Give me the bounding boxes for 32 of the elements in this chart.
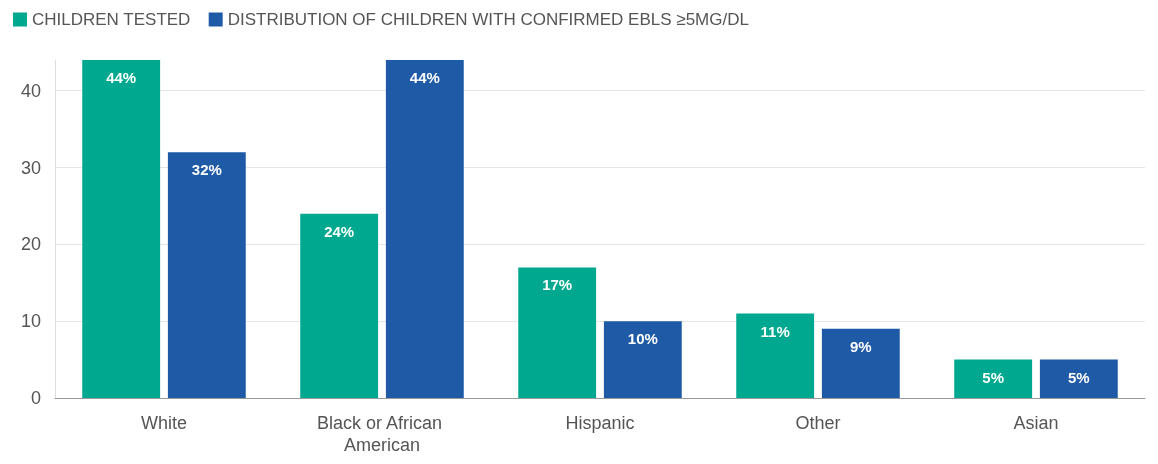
- x-tick-label: Other: [795, 413, 841, 433]
- data-label: 24%: [324, 222, 355, 240]
- x-tick-label: Hispanic: [565, 413, 635, 433]
- legend-label: DISTRIBUTION OF CHILDREN WITH CONFIRMED EBLS ≥5MG/DL: [227, 10, 749, 29]
- data-label: 10%: [627, 330, 658, 348]
- bar: [167, 152, 246, 398]
- bar: [385, 60, 464, 398]
- y-tick-label: 0: [30, 388, 41, 408]
- bar: [821, 328, 900, 398]
- bar: [736, 313, 815, 398]
- y-tick-label: 10: [20, 311, 41, 332]
- data-label: 17%: [542, 276, 573, 294]
- x-tick-label: Black or African American: [316, 413, 448, 455]
- bar: [82, 60, 161, 398]
- bar: [1039, 359, 1118, 398]
- bar: [954, 359, 1033, 398]
- data-label: 5%: [1067, 368, 1090, 386]
- y-tick-label: 20: [20, 234, 41, 255]
- bar: [300, 213, 379, 398]
- bar: [518, 267, 597, 398]
- y-tick-label: 30: [20, 157, 41, 178]
- data-label: 44%: [409, 69, 440, 86]
- bar: [603, 321, 682, 398]
- legend-label: CHILDREN TESTED: [32, 10, 191, 29]
- x-tick-label: White: [140, 413, 188, 433]
- data-label: 32%: [191, 161, 222, 179]
- data-label: 11%: [760, 322, 790, 340]
- data-label: 9%: [849, 337, 872, 355]
- data-label: 44%: [106, 69, 137, 86]
- data-label: 5%: [982, 368, 1005, 386]
- y-tick-label: 40: [20, 80, 41, 101]
- x-tick-label: Asian: [1013, 413, 1059, 433]
